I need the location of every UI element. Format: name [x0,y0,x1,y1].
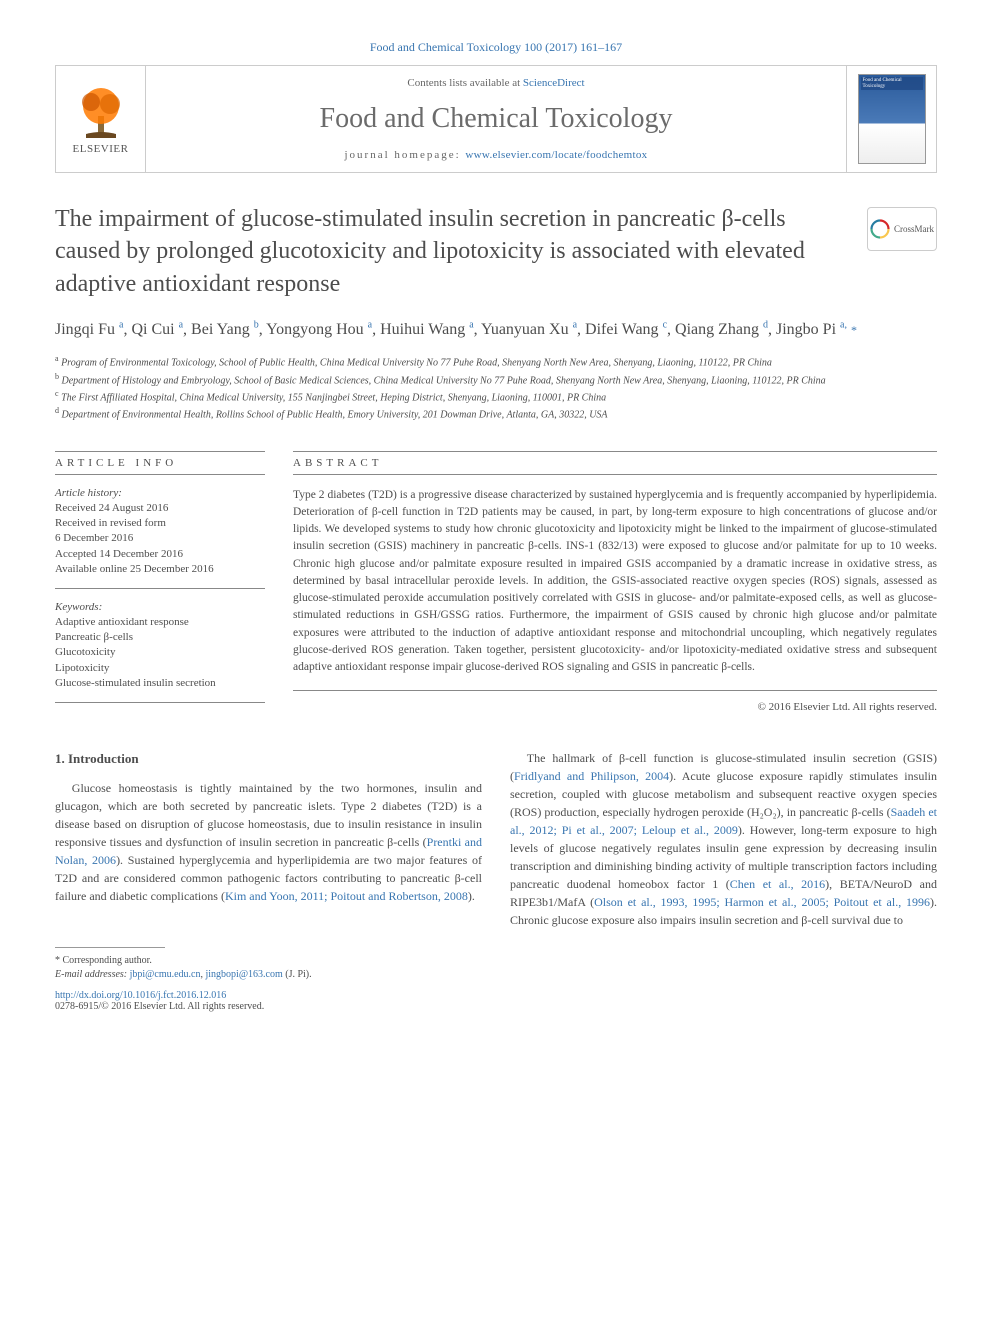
publisher-logo-cell: ELSEVIER [56,66,146,172]
sciencedirect-link[interactable]: ScienceDirect [523,77,585,89]
article-title: The impairment of glucose-stimulated ins… [55,203,855,300]
affiliation-item: c The First Affiliated Hospital, China M… [55,388,937,405]
history-label: Article history: [55,487,265,499]
abstract-copyright: © 2016 Elsevier Ltd. All rights reserved… [293,701,937,713]
citation-chen[interactable]: Chen et al., 2016 [730,877,825,891]
affiliation-list: a Program of Environmental Toxicology, S… [55,353,937,422]
abstract-column: abstract Type 2 diabetes (T2D) is a prog… [293,451,937,714]
journal-cover-cell: Food and Chemical Toxicology [846,66,936,172]
elsevier-tree-icon [76,84,126,139]
keyword-item: Glucose-stimulated insulin secretion [55,676,265,691]
email-link-1[interactable]: jbpi@cmu.edu.cn [130,969,201,980]
citation-olson[interactable]: Olson et al., 1993, 1995; Harmon et al.,… [594,895,930,909]
article-info-column: article info Article history: Received 2… [55,451,265,714]
header-center: Contents lists available at ScienceDirec… [146,66,846,172]
doi-line: http://dx.doi.org/10.1016/j.fct.2016.12.… [55,990,937,1001]
history-item: Available online 25 December 2016 [55,562,265,577]
citation-kim-poitout[interactable]: Kim and Yoon, 2011; Poitout and Robertso… [225,889,468,903]
doi-link[interactable]: http://dx.doi.org/10.1016/j.fct.2016.12.… [55,990,226,1001]
affiliation-item: d Department of Environmental Health, Ro… [55,405,937,422]
cover-thumb-title: Food and Chemical Toxicology [861,77,923,90]
email-label: E-mail addresses: [55,969,127,980]
keyword-item: Glucotoxicity [55,645,265,660]
issn-line: 0278-6915/© 2016 Elsevier Ltd. All right… [55,1001,937,1012]
publisher-name: ELSEVIER [73,143,129,155]
homepage-line: journal homepage: www.elsevier.com/locat… [345,149,648,161]
corresponding-author-note: * Corresponding author. [55,954,937,968]
p1-text-c: ). [468,889,475,903]
journal-cover-thumbnail: Food and Chemical Toxicology [858,74,926,164]
history-item: 6 December 2016 [55,531,265,546]
contents-prefix: Contents lists available at [407,77,522,89]
crossmark-label: CrossMark [894,224,934,234]
email-owner: (J. Pi). [285,969,311,980]
citation-fridlyand[interactable]: Fridlyand and Philipson, 2004 [514,769,669,783]
journal-header-box: ELSEVIER Contents lists available at Sci… [55,65,937,173]
history-item: Received 24 August 2016 [55,501,265,516]
author-list: Jingqi Fu a, Qi Cui a, Bei Yang b, Yongy… [55,318,937,341]
keyword-item: Adaptive antioxidant response [55,615,265,630]
p1-text-a: Glucose homeostasis is tightly maintaine… [55,781,482,849]
crossmark-badge[interactable]: CrossMark [867,207,937,251]
keyword-item: Pancreatic β-cells [55,630,265,645]
footer-rule [55,947,165,948]
intro-paragraph-2: The hallmark of β-cell function is gluco… [510,749,937,929]
citation-line: Food and Chemical Toxicology 100 (2017) … [55,40,937,55]
keywords-label: Keywords: [55,601,265,613]
history-item: Received in revised form [55,516,265,531]
article-history-block: Article history: Received 24 August 2016… [55,487,265,589]
keywords-block: Keywords: Adaptive antioxidant responseP… [55,601,265,703]
email-link-2[interactable]: jingbopi@163.com [205,969,282,980]
intro-paragraph-1: Glucose homeostasis is tightly maintaine… [55,779,482,905]
history-item: Accepted 14 December 2016 [55,547,265,562]
keyword-item: Lipotoxicity [55,661,265,676]
crossmark-icon [870,219,890,239]
homepage-link[interactable]: www.elsevier.com/locate/foodchemtox [465,149,647,161]
introduction-heading: 1. Introduction [55,749,482,769]
abstract-heading: abstract [293,451,937,475]
homepage-prefix: journal homepage: [345,149,466,161]
body-columns: 1. Introduction Glucose homeostasis is t… [55,749,937,929]
abstract-text: Type 2 diabetes (T2D) is a progressive d… [293,487,937,692]
contents-available-line: Contents lists available at ScienceDirec… [407,77,584,89]
affiliation-item: b Department of Histology and Embryology… [55,371,937,388]
article-info-heading: article info [55,451,265,475]
affiliation-item: a Program of Environmental Toxicology, S… [55,353,937,370]
journal-name: Food and Chemical Toxicology [320,103,673,135]
email-addresses-line: E-mail addresses: jbpi@cmu.edu.cn, jingb… [55,968,937,982]
